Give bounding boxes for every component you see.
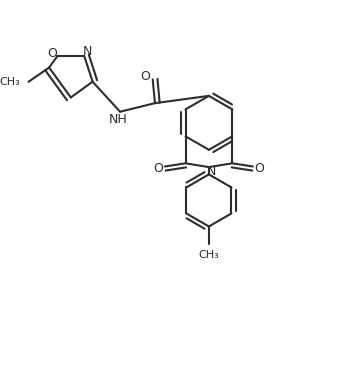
Text: N: N [83, 45, 92, 58]
Text: O: O [47, 47, 57, 60]
Text: N: N [207, 165, 216, 178]
Text: O: O [154, 162, 163, 174]
Text: O: O [140, 70, 150, 83]
Text: CH₃: CH₃ [199, 250, 219, 260]
Text: CH₃: CH₃ [0, 77, 21, 87]
Text: NH: NH [109, 113, 128, 126]
Text: O: O [254, 162, 264, 174]
